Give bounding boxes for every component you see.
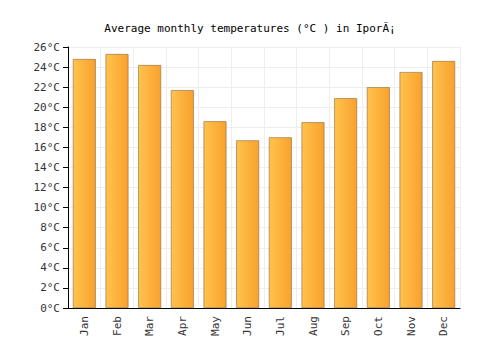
svg-text:26°C: 26°C: [34, 41, 61, 54]
svg-text:22°C: 22°C: [34, 81, 61, 94]
svg-text:Aug: Aug: [307, 316, 320, 336]
svg-text:Apr: Apr: [176, 316, 189, 336]
svg-text:10°C: 10°C: [34, 201, 61, 214]
svg-text:Jan: Jan: [78, 316, 91, 336]
svg-text:Average monthly temperatures (: Average monthly temperatures (°C ) in Ip…: [104, 22, 395, 35]
svg-text:14°C: 14°C: [34, 161, 61, 174]
svg-text:Dec: Dec: [437, 316, 450, 336]
svg-text:6°C: 6°C: [40, 241, 60, 254]
svg-text:4°C: 4°C: [40, 261, 60, 274]
svg-text:Sep: Sep: [339, 316, 352, 336]
svg-text:Mar: Mar: [143, 316, 156, 336]
svg-text:16°C: 16°C: [34, 141, 61, 154]
svg-text:8°C: 8°C: [40, 221, 60, 234]
svg-text:May: May: [209, 316, 222, 336]
svg-text:Jul: Jul: [274, 316, 287, 336]
svg-text:18°C: 18°C: [34, 121, 61, 134]
svg-text:2°C: 2°C: [40, 281, 60, 294]
svg-text:Nov: Nov: [405, 316, 418, 336]
svg-text:24°C: 24°C: [34, 61, 61, 74]
svg-text:Jun: Jun: [241, 316, 254, 336]
svg-text:12°C: 12°C: [34, 181, 61, 194]
svg-text:0°C: 0°C: [40, 302, 60, 315]
svg-text:20°C: 20°C: [34, 101, 61, 114]
svg-text:Feb: Feb: [111, 316, 124, 336]
svg-text:Oct: Oct: [372, 316, 385, 336]
